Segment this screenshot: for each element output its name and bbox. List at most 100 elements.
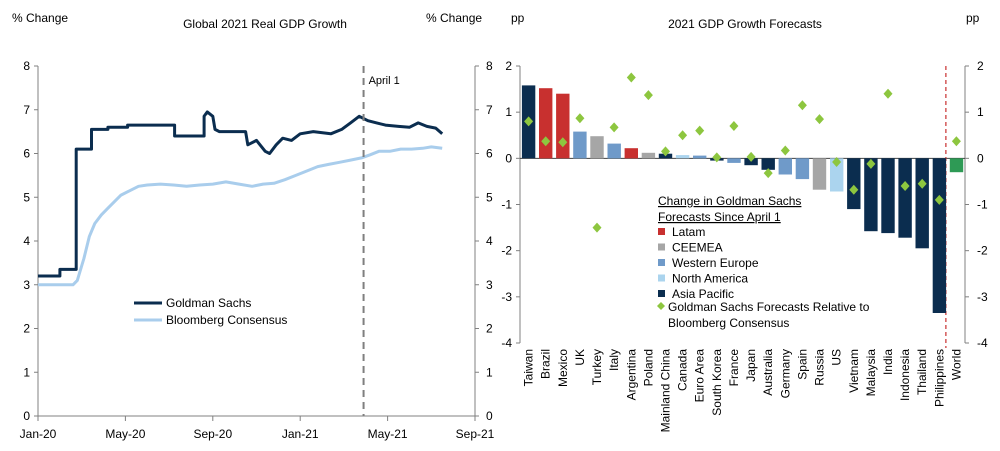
- diamond-brazil: [541, 136, 551, 147]
- bar-left-y-tick-label: -3: [501, 290, 512, 304]
- category-label-mainland-china: Mainland China: [659, 349, 673, 433]
- bar-left-y-tick-label: -2: [501, 244, 512, 258]
- right-y-tick-label: 2: [486, 322, 493, 336]
- diamond-turkey: [592, 222, 602, 233]
- right-chart: 2021 GDP Growth Forecasts pp pp -4 -4 -3 -3…: [501, 11, 988, 432]
- x-tick-label-may-20: May-20: [105, 427, 145, 441]
- bar-turkey: [590, 136, 604, 159]
- category-label-spain: Spain: [795, 349, 809, 380]
- bar-left-y-tick-label: -4: [501, 336, 512, 350]
- category-label-philippines: Philippines: [932, 349, 946, 407]
- category-label-italy: Italy: [607, 349, 621, 371]
- bar-left-y-tick-label: 1: [505, 105, 512, 119]
- bar-canada: [675, 155, 690, 159]
- bar-euro-area: [693, 155, 707, 159]
- right-y-tick-label: 4: [486, 234, 493, 248]
- bar-mexico: [556, 93, 570, 159]
- left-y-axis-label: % Change: [12, 11, 68, 25]
- diamond-world: [951, 136, 961, 147]
- x-tick-label-sep-21: Sep-21: [456, 427, 495, 441]
- category-label-taiwan: Taiwan: [522, 349, 536, 386]
- bar-australia: [761, 158, 775, 170]
- diamond-india: [883, 88, 893, 99]
- left-y-tick-label: 2: [23, 322, 30, 336]
- diamond-thailand: [917, 178, 927, 189]
- legend-title-line-1: Change in Goldman Sachs: [658, 194, 801, 208]
- left-y-tick-label: 7: [23, 103, 30, 117]
- bar-germany: [778, 158, 792, 175]
- category-label-france: France: [727, 349, 741, 387]
- bar-brazil: [539, 88, 553, 159]
- right-chart-left-unit: pp: [511, 11, 525, 25]
- legend-label-diamond-line-1: Goldman Sachs Forecasts Relative to: [668, 300, 870, 314]
- category-label-russia: Russia: [813, 349, 827, 386]
- legend-label-diamond-line-2: Bloomberg Consensus: [668, 316, 789, 330]
- category-label-poland: Poland: [641, 349, 655, 386]
- bar-philippines: [932, 158, 947, 313]
- category-label-world: World: [949, 349, 963, 380]
- legend-label-bloomberg: Bloomberg Consensus: [166, 313, 287, 327]
- diamond-us: [832, 157, 842, 167]
- diamond-argentina: [626, 72, 636, 83]
- diamond-vietnam: [849, 184, 859, 195]
- right-y-tick-label: 6: [486, 147, 493, 161]
- legend-swatch-western-europe: [658, 259, 665, 266]
- diamond-japan: [746, 151, 756, 162]
- bar-thailand: [915, 158, 929, 249]
- left-y-tick-label: 4: [23, 234, 30, 248]
- left-y-tick-label: 1: [23, 365, 30, 379]
- category-label-euro-area: Euro Area: [693, 349, 707, 403]
- category-label-japan: Japan: [744, 349, 758, 382]
- category-label-india: India: [881, 349, 895, 375]
- legend-swatch-diamond: [657, 302, 665, 310]
- legend-label-ceemea: CEEMEA: [672, 241, 723, 255]
- diamond-malaysia: [866, 158, 876, 169]
- right-y-tick-label: 0: [486, 409, 493, 423]
- april-1-annotation-label: April 1: [369, 75, 400, 87]
- category-label-malaysia: Malaysia: [864, 349, 878, 397]
- diamond-uk: [575, 113, 585, 124]
- bar-right-y-tick-label: 1: [977, 105, 984, 119]
- right-y-tick-label: 8: [486, 59, 493, 73]
- diamond-italy: [609, 122, 619, 133]
- left-y-tick-label: 3: [23, 278, 30, 292]
- category-label-indonesia: Indonesia: [898, 349, 912, 401]
- bar-left-y-tick-label: 2: [505, 59, 512, 73]
- category-label-brazil: Brazil: [539, 349, 553, 379]
- bar-right-y-tick-label: -2: [977, 244, 988, 258]
- bar-left-y-tick-label: -1: [501, 198, 512, 212]
- category-label-us: US: [830, 349, 844, 366]
- bar-vietnam: [847, 158, 861, 210]
- diamond-mexico: [558, 137, 568, 148]
- x-tick-label-may-21: May-21: [368, 427, 408, 441]
- left-y-tick-label: 5: [23, 190, 30, 204]
- right-chart-title: 2021 GDP Growth Forecasts: [668, 17, 822, 31]
- category-label-australia: Australia: [761, 349, 775, 396]
- diamond-australia: [763, 168, 773, 179]
- diamond-philippines: [934, 194, 944, 205]
- category-label-mexico: Mexico: [556, 349, 570, 387]
- category-label-germany: Germany: [778, 349, 792, 398]
- bar-france: [727, 158, 741, 163]
- category-label-argentina: Argentina: [624, 349, 638, 401]
- series-line-goldman-sachs: [38, 110, 444, 278]
- diamond-canada: [678, 130, 688, 141]
- right-y-tick-label: 3: [486, 278, 493, 292]
- right-y-tick-label: 7: [486, 103, 493, 117]
- bar-world: [949, 158, 964, 173]
- diamond-spain: [797, 100, 807, 111]
- bar-right-y-tick-label: 0: [977, 151, 984, 165]
- diamond-france: [729, 121, 739, 131]
- series-line-bloomberg-consensus: [38, 145, 443, 287]
- left-y-tick-label: 0: [23, 409, 30, 423]
- bar-russia: [812, 158, 827, 190]
- bar-right-y-tick-label: -4: [977, 336, 988, 350]
- right-y-tick-label: 5: [486, 190, 493, 204]
- category-label-uk: UK: [573, 349, 587, 366]
- legend-title-line-2: Forecasts Since April 1: [658, 210, 781, 224]
- diamond-germany: [780, 145, 790, 156]
- category-label-canada: Canada: [676, 349, 690, 391]
- left-y-tick-label: 8: [23, 59, 30, 73]
- bar-right-y-tick-label: -1: [977, 198, 988, 212]
